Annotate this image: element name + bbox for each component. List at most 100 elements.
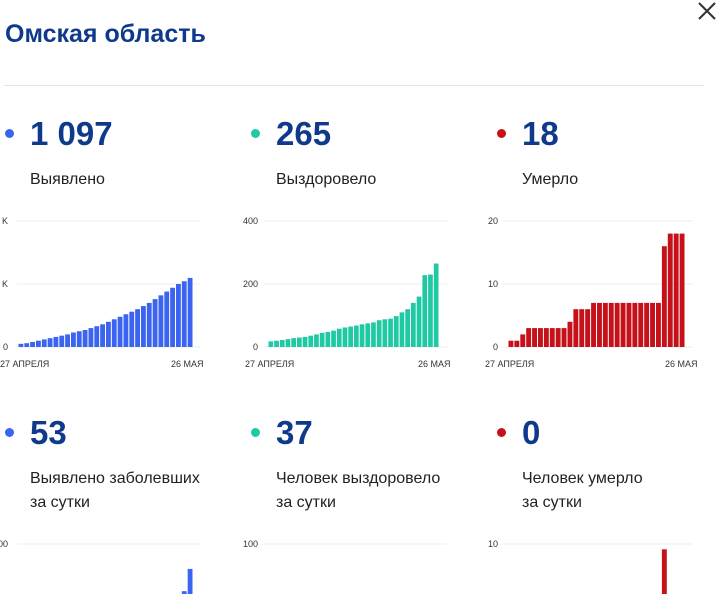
recovered-daily-label: Человек выздоровело за сутки [276, 470, 441, 511]
chart-bar [620, 302, 626, 347]
deaths-daily-label: Человек умерло за сутки [522, 470, 643, 511]
chart-bar [549, 328, 555, 347]
chart-bar [24, 343, 30, 347]
chart-bar [555, 328, 561, 347]
chart-bar [538, 328, 543, 347]
chart-bar [30, 341, 35, 347]
y-tick-label: 10 [488, 279, 498, 289]
chart-bar [608, 302, 614, 347]
y-tick-label: 0 [493, 342, 498, 352]
chart-detected-daily: 00 [0, 539, 201, 594]
deaths-daily-dot [497, 428, 506, 437]
chart-detected: 0 K K 27 АПРЕЛЯ 26 МАЯ [0, 216, 204, 369]
chart-bar [405, 309, 410, 347]
detected-value: 1 097 [30, 115, 113, 152]
recovered-label: Выздоровело [276, 171, 377, 188]
chart-bar [274, 340, 279, 347]
x-start-label: 27 АПРЕЛЯ [485, 359, 534, 369]
chart-bar [285, 339, 291, 348]
chart-bar [422, 275, 428, 347]
chart-bar [644, 302, 650, 347]
x-end-label: 26 МАЯ [418, 359, 451, 369]
chart-bar [526, 328, 532, 347]
chart-bar [279, 340, 285, 347]
chart-bar [94, 326, 100, 347]
chart-bar [656, 302, 661, 347]
chart-bar [342, 327, 348, 347]
chart-bar [36, 340, 41, 347]
chart-bar [111, 319, 117, 347]
page-title: Омская область [5, 20, 206, 48]
chart-bar [354, 325, 359, 347]
chart-bar [187, 568, 193, 594]
chart-bar [667, 233, 673, 347]
chart-bar [376, 320, 382, 347]
detected-daily-label: Выявлено заболевших за сутки [30, 470, 200, 511]
chart-bar [158, 295, 164, 347]
x-start-label: 27 АПРЕЛЯ [0, 359, 49, 369]
chart-bar [597, 302, 602, 347]
chart-bar [388, 318, 393, 347]
chart-bar [117, 316, 123, 347]
chart-bar [514, 340, 520, 347]
chart-bar [88, 328, 94, 347]
y-tick-label: 10 [488, 539, 498, 549]
y-tick-label: 0 [253, 342, 258, 352]
chart-bar [626, 302, 632, 347]
chart-bar [579, 309, 585, 347]
chart-bar [679, 233, 685, 347]
chart-bar [146, 302, 152, 347]
chart-bar [348, 326, 353, 348]
chart-bar [135, 309, 140, 347]
chart-bar [47, 338, 53, 347]
chart-bar [614, 302, 620, 347]
chart-bar [152, 299, 158, 347]
x-end-label: 26 МАЯ [171, 359, 204, 369]
chart-bar [297, 337, 302, 347]
y-tick-label: 100 [243, 539, 258, 549]
detected-daily-dot [5, 428, 14, 437]
deaths-daily-value: 0 [522, 414, 541, 451]
header-divider [4, 85, 704, 86]
chart-bar [319, 332, 325, 348]
chart-bar [532, 328, 537, 347]
chart-bar [106, 321, 111, 347]
chart-bar [170, 287, 175, 347]
chart-bar [561, 328, 567, 347]
chart-bar [336, 328, 342, 347]
chart-recovered: 0 200 400 27 АПРЕЛЯ 26 МАЯ [243, 216, 451, 369]
chart-recovered-daily: 100 [243, 539, 447, 549]
chart-bar [18, 343, 24, 347]
chart-bar [302, 336, 308, 347]
x-start-label: 27 АПРЕЛЯ [245, 359, 294, 369]
chart-bar [41, 339, 47, 347]
deaths-value: 18 [522, 115, 559, 152]
chart-deaths: 0 10 20 27 АПРЕЛЯ 26 МАЯ [485, 216, 698, 369]
chart-bar [585, 309, 591, 347]
deaths-dot [497, 129, 506, 138]
chart-bar [268, 341, 274, 347]
chart-bar [632, 302, 638, 347]
recovered-value: 265 [276, 115, 332, 152]
y-tick-label: 200 [243, 279, 258, 289]
y-tick-label: 0 [3, 342, 8, 352]
x-end-label: 26 МАЯ [665, 359, 698, 369]
chart-bar [181, 591, 187, 594]
chart-bar [71, 332, 76, 347]
chart-bar [308, 335, 314, 347]
detected-label: Выявлено [30, 171, 105, 188]
chart-bar [673, 233, 679, 347]
chart-bar [65, 334, 70, 347]
recovered-dot [251, 129, 260, 138]
chart-bar [359, 324, 365, 347]
chart-bar [291, 338, 296, 347]
chart-bar [187, 277, 193, 347]
detected-daily-value: 53 [30, 414, 67, 451]
y-tick-label: 00 [0, 539, 8, 549]
chart-bar [181, 281, 187, 347]
chart-bar [393, 316, 399, 347]
chart-bar [100, 324, 105, 347]
deaths-label: Умерло [522, 171, 579, 188]
close-icon[interactable] [694, 0, 720, 24]
chart-bar [543, 328, 549, 347]
